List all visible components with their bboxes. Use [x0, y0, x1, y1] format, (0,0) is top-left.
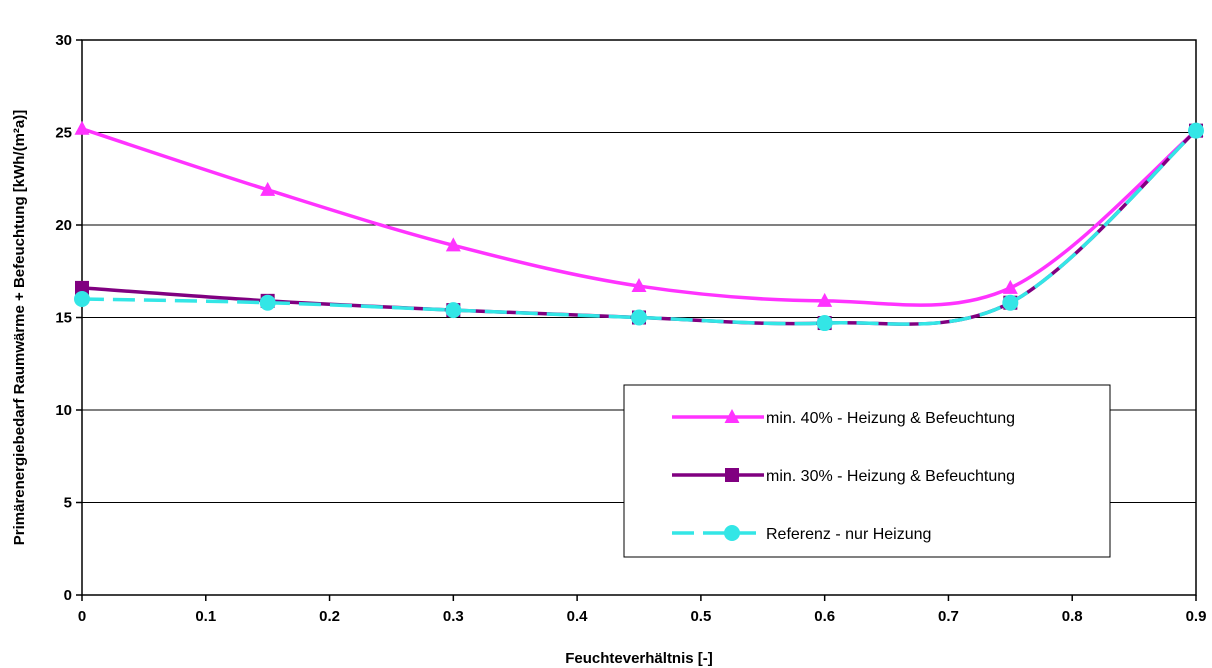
- legend-label: min. 30% - Heizung & Befeuchtung: [766, 468, 1015, 485]
- x-axis-title: Feuchteverhältnis [-]: [565, 650, 713, 667]
- series-1: [74, 120, 1204, 307]
- data-point: [817, 292, 833, 307]
- y-tick-label: 30: [55, 32, 72, 49]
- x-axis-ticks: 0 0.1 0.2 0.3 0.4 0.5 0.6 0.7 0.8 0.9: [78, 595, 1207, 625]
- x-tick-label: 0.4: [567, 608, 589, 625]
- series-2: [75, 123, 1203, 331]
- data-point: [816, 315, 833, 332]
- series-line: [81, 129, 1198, 326]
- y-tick-label: 15: [55, 310, 72, 327]
- legend-marker: [725, 468, 739, 482]
- y-tick-label: 20: [55, 217, 72, 234]
- legend-label: Referenz - nur Heizung: [766, 526, 931, 543]
- data-point: [74, 291, 90, 307]
- legend-label: min. 40% - Heizung & Befeuchtung: [766, 410, 1015, 427]
- legend-marker: [724, 409, 740, 423]
- x-tick-label: 0.7: [938, 608, 959, 625]
- data-point: [631, 309, 647, 326]
- data-point: [445, 237, 461, 252]
- x-tick-label: 0.6: [814, 608, 835, 625]
- legend-items: min. 40% - Heizung & Befeuchtung min. 30%…: [672, 409, 1015, 543]
- y-axis-title: Primärenergiebedarf Raumwärme + Befeucht…: [11, 110, 28, 546]
- y-tick-label: 5: [64, 495, 72, 512]
- data-point: [1002, 279, 1018, 294]
- data-point: [260, 181, 276, 196]
- legend-entry: min. 40% - Heizung & Befeuchtung: [672, 409, 1015, 427]
- x-tick-label: 0.2: [319, 608, 340, 625]
- legend-box: [623, 384, 1111, 558]
- data-point: [74, 120, 90, 135]
- y-tick-label: 10: [55, 402, 72, 419]
- legend-entry: Referenz - nur Heizung: [672, 525, 931, 543]
- x-tick-label: 0.8: [1062, 608, 1083, 625]
- data-point: [259, 294, 276, 311]
- data-point: [75, 280, 89, 295]
- x-tick-label: 0.1: [195, 608, 216, 625]
- y-tick-label: 0: [64, 587, 72, 604]
- legend-marker: [724, 525, 740, 541]
- legend: min. 40% - Heizung & Befeuchtung min. 30%…: [623, 384, 1111, 558]
- legend-entry: min. 30% - Heizung & Befeuchtung: [672, 468, 1015, 485]
- data-point: [631, 278, 647, 293]
- series-line: [81, 129, 1198, 326]
- data-point: [1002, 294, 1019, 311]
- data-point: [445, 302, 462, 319]
- series-lines: [74, 120, 1204, 332]
- x-tick-label: 0: [78, 608, 86, 625]
- y-axis-ticks: 0 5 10 15 20 25 30: [55, 32, 82, 604]
- x-tick-label: 0.5: [690, 608, 711, 625]
- y-tick-label: 25: [55, 125, 72, 142]
- data-point: [1188, 122, 1204, 139]
- x-tick-label: 0.3: [443, 608, 464, 625]
- x-tick-label: 0.9: [1186, 608, 1207, 625]
- series-3: [74, 122, 1204, 332]
